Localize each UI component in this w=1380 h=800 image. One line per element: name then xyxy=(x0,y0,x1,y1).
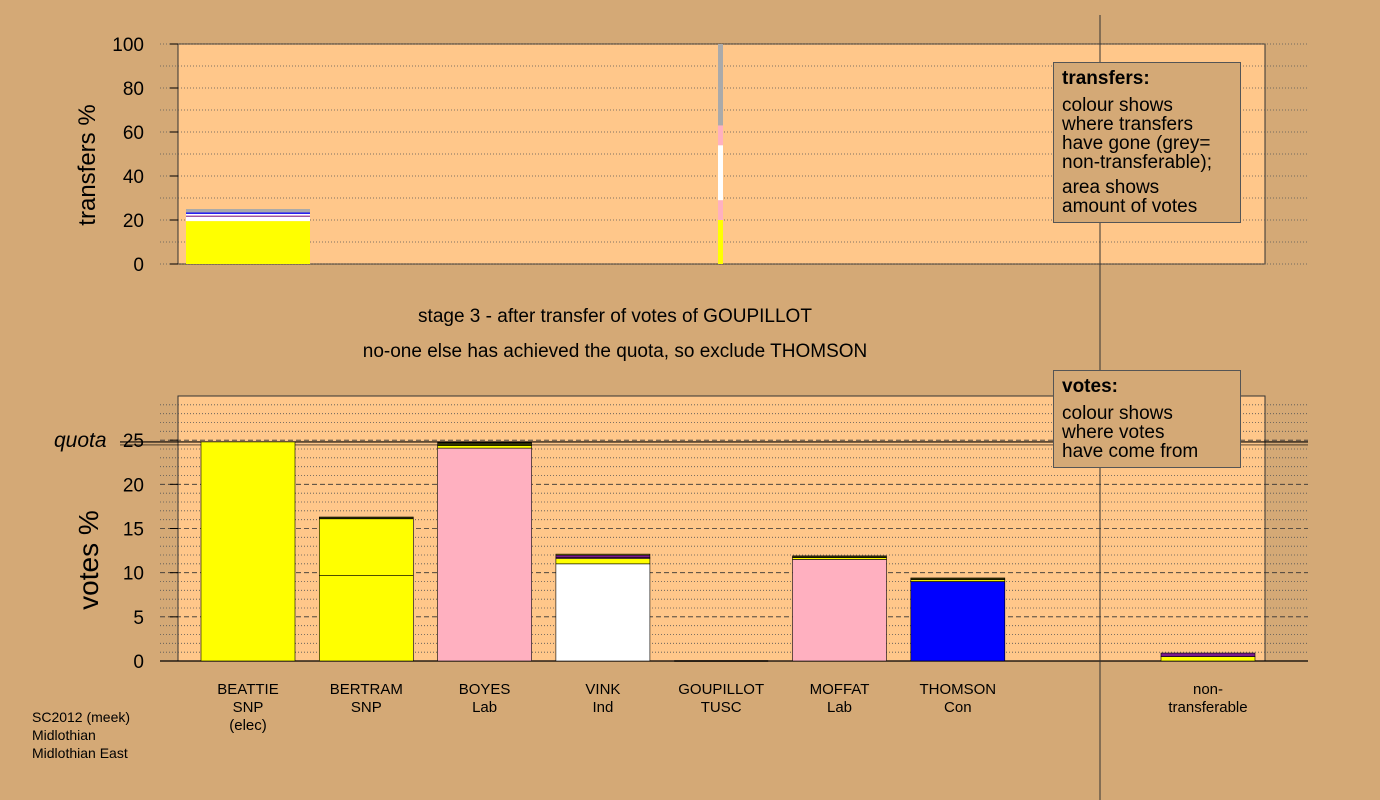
candidate-name-label: BERTRAM xyxy=(330,681,403,698)
vote-bar-segment xyxy=(200,441,296,662)
candidate-name-label: BOYES xyxy=(459,681,511,698)
votes-legend-line: where votes xyxy=(1062,422,1165,443)
candidate-party-label: SNP xyxy=(351,699,382,716)
footer: SC2012 (meek) Midlothian Midlothian East xyxy=(32,708,130,762)
votes-tick-label: 10 xyxy=(123,564,144,585)
transfers-bar-segment xyxy=(718,220,723,264)
votes-legend-title: votes: xyxy=(1062,376,1118,397)
transfers-bar-segment xyxy=(186,216,310,222)
candidate-name-label: BEATTIE xyxy=(217,681,278,698)
transfers-bar-segment xyxy=(718,125,723,146)
votes-tick-label: 20 xyxy=(123,475,144,496)
transfers-legend-line: colour shows xyxy=(1062,95,1173,116)
transfers-bar-segment xyxy=(718,145,723,201)
vote-bar-segment xyxy=(437,447,532,662)
votes-tick-label: 0 xyxy=(133,652,144,673)
nontransferable-bar-segment xyxy=(1160,656,1256,662)
vote-bar-segment xyxy=(910,577,1006,581)
vote-bar-segment xyxy=(555,553,651,556)
transfers-legend-line: have gone (grey= xyxy=(1062,133,1211,154)
vote-bar-segment xyxy=(318,518,414,576)
nontransferable-label: non- xyxy=(1193,681,1223,698)
transfers-bar-segment xyxy=(718,200,723,220)
candidate-party-label: Ind xyxy=(592,699,613,716)
transfers-tick-label: 100 xyxy=(112,35,144,56)
transfers-bar-segment xyxy=(186,212,310,214)
transfers-legend-line: non-transferable); xyxy=(1062,152,1212,173)
footer-council: Midlothian xyxy=(32,727,96,743)
transfers-legend-line: area shows xyxy=(1062,177,1160,198)
nontransferable-bar-segment xyxy=(1160,652,1256,657)
stage-text: stage 3 - after transfer of votes of GOU… xyxy=(418,306,812,327)
votes-tick-label: 5 xyxy=(133,608,144,629)
transfers-legend: transfers: colour shows where transfers … xyxy=(1053,62,1241,223)
vote-bar-segment xyxy=(318,516,414,520)
transfers-legend-line: where transfers xyxy=(1062,114,1193,135)
transfers-tick-label: 0 xyxy=(133,255,144,276)
nontransferable-label: transferable xyxy=(1168,699,1247,716)
quota-label: quota xyxy=(54,429,107,452)
candidate-party-label: Lab xyxy=(472,699,497,716)
votes-tick-label: 15 xyxy=(123,520,144,541)
candidate-name-label: THOMSON xyxy=(919,681,996,698)
candidate-name-label: GOUPILLOT xyxy=(678,681,764,698)
transfers-bar-segment xyxy=(186,213,310,216)
candidate-party-label: SNP xyxy=(233,699,264,716)
vote-bar-segment xyxy=(910,581,1006,662)
candidate-party-label: Con xyxy=(944,699,972,716)
vote-bar-segment xyxy=(555,558,651,565)
vote-bar-segment xyxy=(437,442,532,446)
votes-axis-label: votes % xyxy=(73,510,104,610)
transfers-legend-line: amount of votes xyxy=(1062,196,1198,217)
transfers-tick-label: 40 xyxy=(123,167,144,188)
candidate-party-label: TUSC xyxy=(701,699,742,716)
vote-bar-segment xyxy=(792,559,887,662)
vote-bar-segment xyxy=(555,563,651,662)
transfers-tick-label: 60 xyxy=(123,123,144,144)
vote-bar-segment xyxy=(437,445,532,449)
votes-legend-line: have come from xyxy=(1062,441,1199,462)
footer-election: SC2012 (meek) xyxy=(32,709,131,725)
transfers-tick-label: 20 xyxy=(123,211,144,232)
votes-legend-line: colour shows xyxy=(1062,403,1173,424)
transfers-legend-title: transfers: xyxy=(1062,68,1150,89)
transfers-bar-segment xyxy=(186,215,310,217)
transfers-axis-label: transfers % xyxy=(74,104,101,225)
vote-bar-segment xyxy=(555,554,651,558)
votes-legend: votes: colour shows where votes have com… xyxy=(1053,370,1241,468)
transfers-bar-segment xyxy=(186,209,310,213)
status-text: no-one else has achieved the quota, so e… xyxy=(362,341,868,362)
transfers-bar-segment xyxy=(186,221,310,264)
candidate-name-label: MOFFAT xyxy=(810,681,870,698)
footer-ward: Midlothian East xyxy=(32,745,128,761)
vote-bar-segment xyxy=(318,575,414,662)
transfers-bar-segment xyxy=(718,44,723,126)
candidate-note-label: (elec) xyxy=(229,717,267,734)
vote-bar-segment xyxy=(792,555,887,558)
transfers-tick-label: 80 xyxy=(123,79,144,100)
candidate-name-label: VINK xyxy=(585,681,620,698)
candidate-party-label: Lab xyxy=(827,699,852,716)
